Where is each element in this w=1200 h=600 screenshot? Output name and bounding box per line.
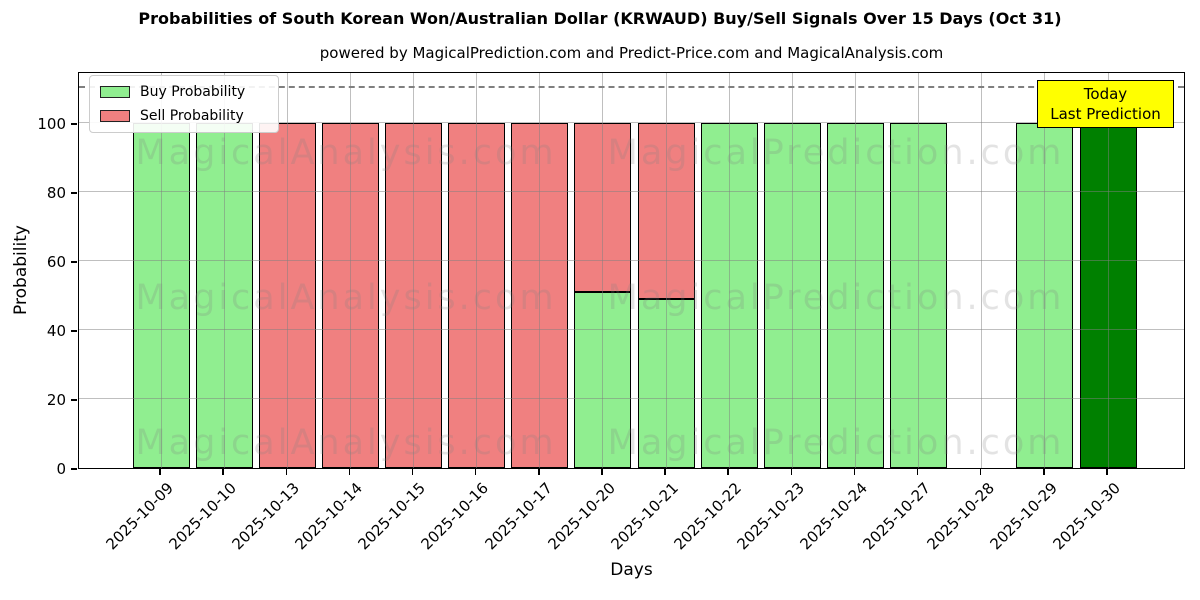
legend-swatch-sell xyxy=(100,110,130,122)
watermark-right: MagicalPrediction.com xyxy=(607,423,1065,463)
watermark-right: MagicalPrediction.com xyxy=(607,278,1065,318)
x-tick xyxy=(285,469,288,475)
legend-item-sell: Sell Probability xyxy=(100,108,268,124)
v-gridline xyxy=(539,73,541,468)
v-gridline xyxy=(602,73,604,468)
x-tick xyxy=(474,469,477,475)
legend-swatch-buy xyxy=(100,86,130,98)
v-gridline xyxy=(918,73,920,468)
y-tick xyxy=(71,261,77,263)
y-tick-label: 100 xyxy=(37,114,66,133)
chart-subtitle: powered by MagicalPrediction.com and Pre… xyxy=(319,44,944,62)
x-tick xyxy=(411,469,414,475)
v-gridline xyxy=(160,73,162,468)
h-gridline-100 xyxy=(79,121,1184,123)
v-gridline xyxy=(728,73,730,468)
v-gridline xyxy=(665,73,667,468)
v-gridline xyxy=(413,73,415,468)
v-gridline xyxy=(981,73,983,468)
chart-title: Probabilities of South Korean Won/Austra… xyxy=(138,9,1062,28)
y-tick-label: 80 xyxy=(46,183,66,202)
x-tick xyxy=(222,469,224,475)
x-tick-label: 2025-10-30 xyxy=(891,479,1123,553)
h-gridline-40 xyxy=(79,328,1184,330)
x-tick xyxy=(538,469,540,475)
y-tick xyxy=(71,123,77,125)
x-tick xyxy=(853,469,856,475)
v-gridline xyxy=(476,73,478,468)
h-gridline-80 xyxy=(79,190,1184,192)
watermark-left: MagicalAnalysis.com xyxy=(135,278,557,318)
x-tick xyxy=(159,469,161,475)
plot-area: Buy Probability Sell Probability Today L… xyxy=(78,72,1185,469)
watermark-left: MagicalAnalysis.com xyxy=(135,133,557,173)
x-tick xyxy=(1106,469,1108,475)
y-tick xyxy=(71,468,77,470)
watermark-right: MagicalPrediction.com xyxy=(607,133,1065,173)
v-gridline xyxy=(1044,73,1046,468)
v-gridline xyxy=(854,73,856,468)
y-tick-label: 0 xyxy=(56,460,66,478)
v-gridline xyxy=(791,73,793,468)
y-tick xyxy=(71,192,77,194)
x-tick xyxy=(664,469,666,475)
x-tick xyxy=(727,469,729,475)
watermark-left: MagicalAnalysis.com xyxy=(135,423,557,463)
x-tick xyxy=(916,469,919,475)
v-gridline xyxy=(286,73,288,468)
y-tick-label: 20 xyxy=(46,390,66,409)
x-tick-label-text: 2025-10-30 xyxy=(1049,479,1124,554)
today-annotation: Today Last Prediction xyxy=(1037,80,1174,128)
h-gridline-60 xyxy=(79,259,1184,261)
x-tick xyxy=(1043,469,1045,475)
y-tick-label: 40 xyxy=(46,321,66,340)
x-tick xyxy=(601,469,603,475)
legend-label-sell: Sell Probability xyxy=(140,108,244,124)
threshold-dashed-line xyxy=(79,86,1184,89)
legend-item-buy: Buy Probability xyxy=(100,84,268,100)
legend-label-buy: Buy Probability xyxy=(140,84,246,100)
h-gridline-20 xyxy=(79,397,1184,399)
annotation-line1: Today xyxy=(1083,85,1128,103)
y-tick xyxy=(71,399,77,401)
v-gridline xyxy=(1107,73,1109,468)
y-tick xyxy=(71,330,77,332)
x-axis-label: Days xyxy=(610,560,653,580)
v-gridline xyxy=(349,73,351,468)
v-gridline xyxy=(223,73,225,468)
y-tick-label: 60 xyxy=(46,252,66,271)
x-tick xyxy=(790,469,793,475)
legend: Buy Probability Sell Probability xyxy=(89,75,279,133)
annotation-line2: Last Prediction xyxy=(1050,105,1161,123)
x-tick xyxy=(348,469,351,475)
x-tick xyxy=(979,469,982,475)
